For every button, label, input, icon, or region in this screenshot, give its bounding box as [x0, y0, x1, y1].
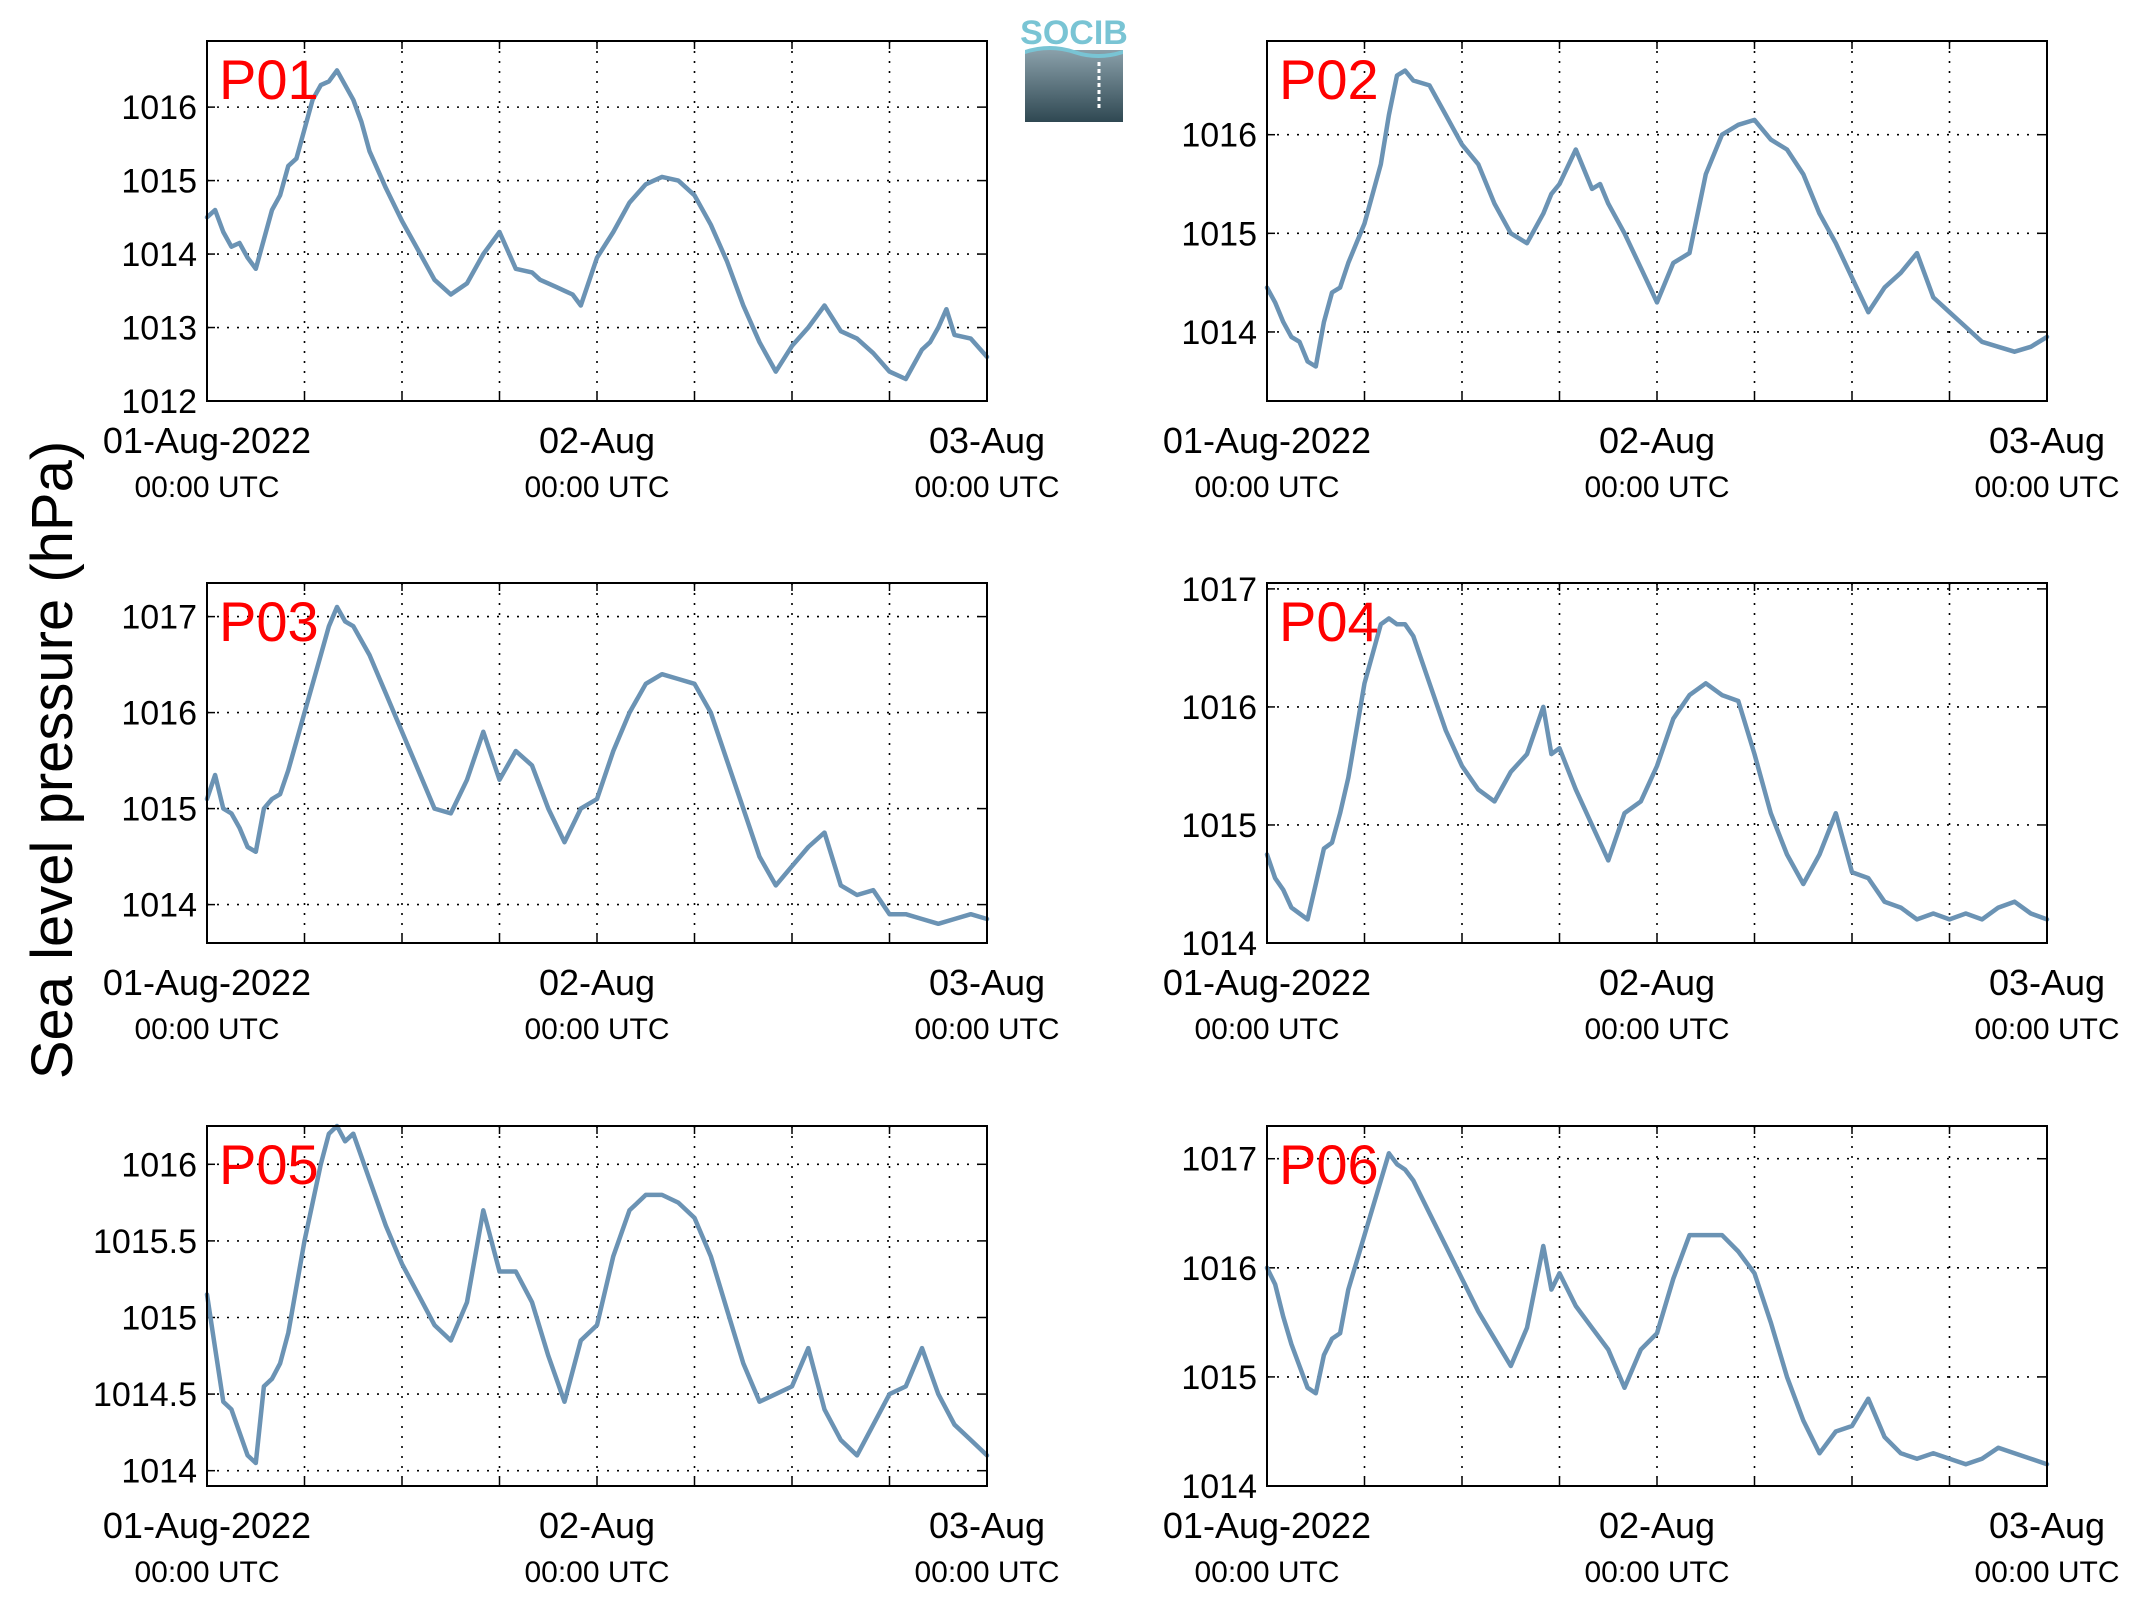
x-tick-label-time: 00:00 UTC [524, 471, 669, 504]
x-tick-label-date: 01-Aug-2022 [1163, 420, 1371, 461]
panel-p04: 1014 1015 1016 1017 P04 01-Aug-2022 00:00 UTC 0… [1163, 571, 2120, 1046]
x-tick-label-date: 02-Aug [539, 962, 655, 1003]
panel-p03: 1014 1015 1016 1017 P03 01-Aug-2022 00:00 UTC 0… [103, 582, 1060, 1046]
x-tick-label-time: 00:00 UTC [1194, 1013, 1339, 1046]
panel-label: P01 [219, 48, 319, 111]
y-tick-label: 1017 [1181, 571, 1257, 609]
socib-logo-water [1025, 50, 1123, 122]
y-tick-label: 1016 [121, 1146, 197, 1184]
x-tick-label-date: 01-Aug-2022 [1163, 1505, 1371, 1546]
y-tick-label: 1014 [1181, 314, 1257, 352]
x-tick-label-date: 02-Aug [1599, 962, 1715, 1003]
x-tick-label-time: 00:00 UTC [1194, 471, 1339, 504]
y-tick-label: 1014 [1181, 925, 1257, 963]
panel-label: P03 [219, 590, 319, 653]
x-tick-label-date: 01-Aug-2022 [103, 420, 311, 461]
x-tick-label-date: 03-Aug [1989, 1505, 2105, 1546]
y-tick-label: 1013 [121, 310, 197, 348]
x-tick-label-date: 03-Aug [929, 1505, 1045, 1546]
y-tick-label: 1015 [121, 1299, 197, 1337]
axes-frame [1266, 582, 2048, 944]
y-tick-label: 1016 [1181, 1250, 1257, 1288]
x-tick-label-time: 00:00 UTC [1974, 1013, 2119, 1046]
panel-label: P04 [1279, 590, 1379, 653]
axes-frame [1266, 40, 2048, 402]
x-tick-label-time: 00:00 UTC [134, 471, 279, 504]
series-line-p02 [1264, 68, 2050, 369]
axes-frame [206, 40, 988, 402]
x-tick-label-date: 01-Aug-2022 [103, 962, 311, 1003]
y-tick-label: 1014 [121, 887, 197, 925]
x-tick-label-date: 02-Aug [1599, 420, 1715, 461]
y-tick-label: 1015 [121, 163, 197, 201]
y-axis-label: Sea level pressure (hPa) [20, 441, 85, 1079]
series-line-p04 [1264, 616, 2050, 922]
panel-p05: 1014 1014.5 1015 1015.5 1016 P05 01-Aug-2022 00… [93, 1123, 1060, 1589]
panel-label: P05 [219, 1133, 319, 1196]
series-line-p01 [204, 68, 990, 382]
series-line-p05 [204, 1123, 990, 1466]
x-tick-label-time: 00:00 UTC [1584, 1013, 1729, 1046]
y-tick-label: 1015 [121, 791, 197, 829]
x-tick-label-time: 00:00 UTC [1974, 1556, 2119, 1589]
y-tick-label: 1016 [121, 695, 197, 733]
x-tick-label-time: 00:00 UTC [134, 1556, 279, 1589]
panel-p02: 1014 1015 1016 P02 01-Aug-2022 00:00 UTC 02-Au… [1163, 40, 2120, 504]
x-tick-label-date: 01-Aug-2022 [103, 1505, 311, 1546]
x-tick-label-date: 02-Aug [539, 420, 655, 461]
series-line-p03 [204, 604, 990, 927]
x-tick-label-date: 02-Aug [539, 1505, 655, 1546]
x-tick-label-time: 00:00 UTC [1974, 471, 2119, 504]
y-tick-label: 1014.5 [93, 1376, 197, 1414]
x-tick-label-time: 00:00 UTC [1584, 1556, 1729, 1589]
y-tick-label: 1015 [1181, 807, 1257, 845]
y-tick-label: 1016 [1181, 117, 1257, 155]
socib-logo: SOCIB [1020, 14, 1128, 122]
x-tick-label-date: 03-Aug [929, 420, 1045, 461]
panels: 1012 1013 1014 1015 1016 P01 01-Aug-2022 00:00 … [93, 40, 2120, 1589]
axes-frame [206, 582, 988, 944]
x-tick-label-time: 00:00 UTC [914, 1013, 1059, 1046]
x-tick-label-date: 01-Aug-2022 [1163, 962, 1371, 1003]
y-tick-label: 1014 [121, 236, 197, 274]
x-tick-label-date: 03-Aug [1989, 420, 2105, 461]
socib-logo-wave-icon [1025, 46, 1123, 58]
y-tick-label: 1016 [1181, 689, 1257, 727]
x-tick-label-time: 00:00 UTC [134, 1013, 279, 1046]
x-tick-label-time: 00:00 UTC [524, 1013, 669, 1046]
x-tick-label-date: 03-Aug [1989, 962, 2105, 1003]
x-tick-label-time: 00:00 UTC [914, 1556, 1059, 1589]
x-tick-label-time: 00:00 UTC [1194, 1556, 1339, 1589]
x-tick-label-time: 00:00 UTC [524, 1556, 669, 1589]
x-tick-label-time: 00:00 UTC [1584, 471, 1729, 504]
y-tick-label: 1015 [1181, 1359, 1257, 1397]
x-tick-label-date: 02-Aug [1599, 1505, 1715, 1546]
y-tick-label: 1012 [121, 383, 197, 421]
y-tick-label: 1017 [121, 599, 197, 637]
y-tick-label: 1014 [1181, 1468, 1257, 1506]
series-line-p06 [1264, 1151, 2050, 1467]
y-tick-label: 1015 [1181, 215, 1257, 253]
x-tick-label-time: 00:00 UTC [914, 471, 1059, 504]
axes-frame [1266, 1125, 2048, 1487]
y-tick-label: 1015.5 [93, 1223, 197, 1261]
panel-p06: 1014 1015 1016 1017 P06 01-Aug-2022 00:00 UTC 0… [1163, 1125, 2120, 1589]
panel-label: P02 [1279, 48, 1379, 111]
y-tick-label: 1017 [1181, 1141, 1257, 1179]
panel-label: P06 [1279, 1133, 1379, 1196]
y-tick-label: 1014 [121, 1453, 197, 1491]
axes-frame [206, 1125, 988, 1487]
x-tick-label-date: 03-Aug [929, 962, 1045, 1003]
y-tick-label: 1016 [121, 89, 197, 127]
panel-p01: 1012 1013 1014 1015 1016 P01 01-Aug-2022 00:00 … [103, 40, 1060, 504]
socib-logo-text: SOCIB [1020, 14, 1128, 52]
